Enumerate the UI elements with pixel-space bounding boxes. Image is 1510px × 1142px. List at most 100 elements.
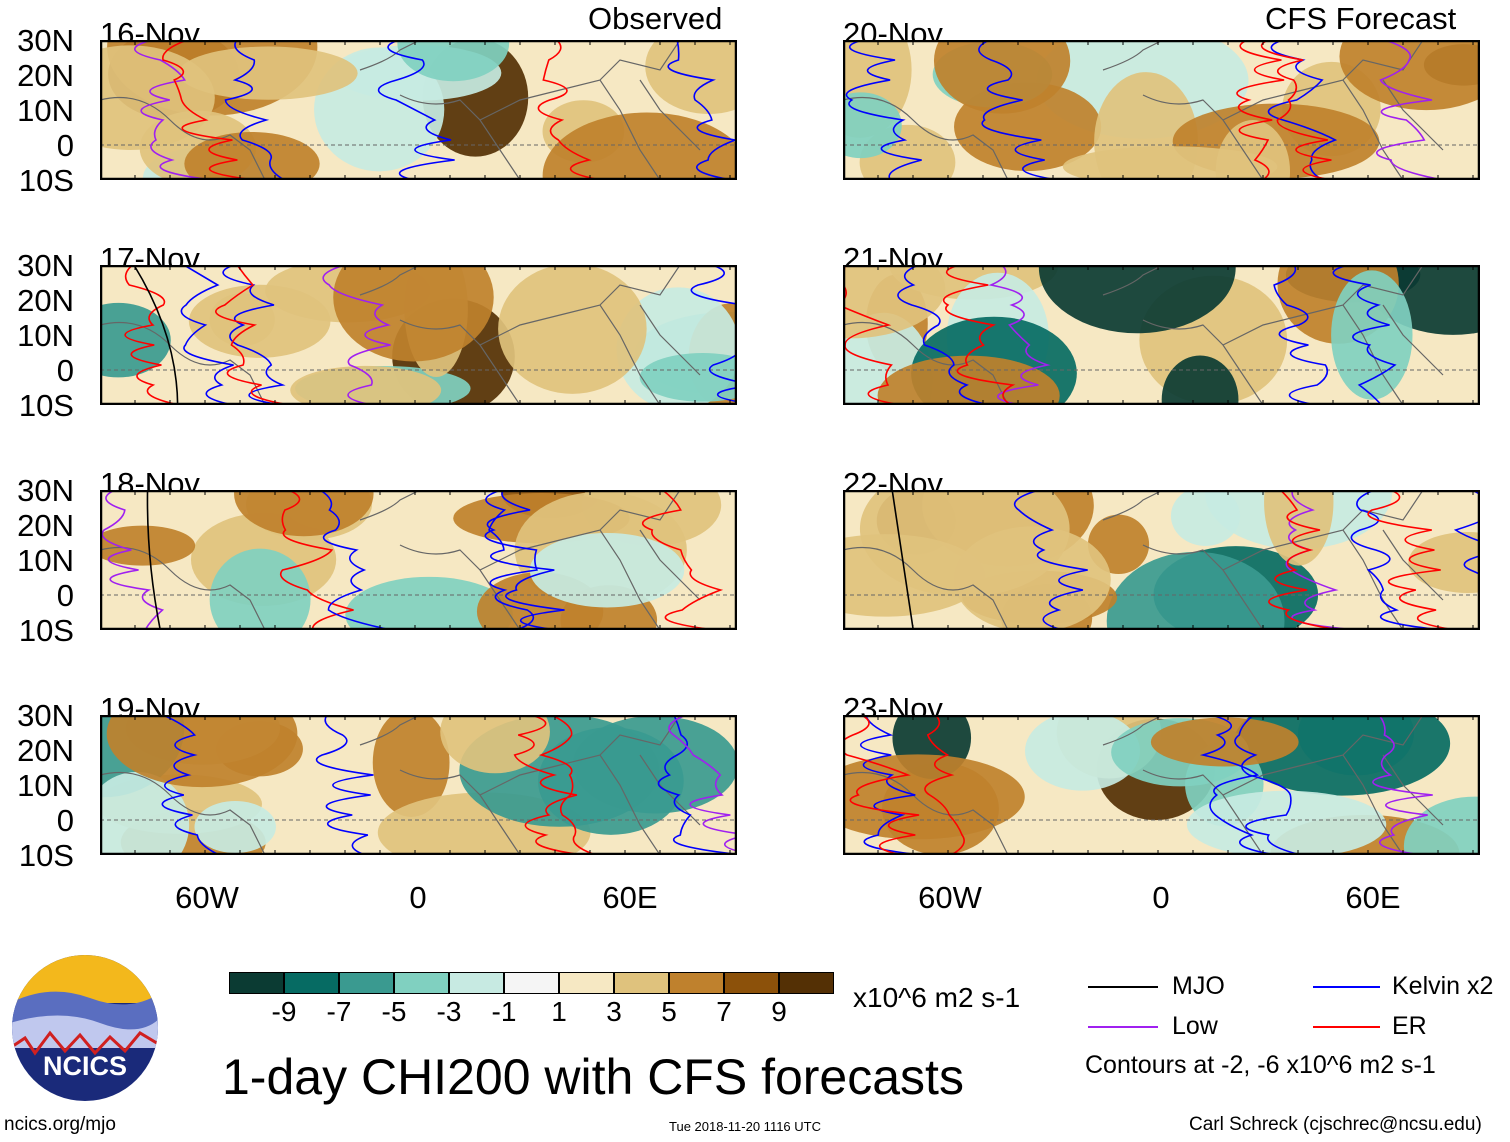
- kelvin-contour: [485, 490, 565, 630]
- colorbar-swatch: [614, 972, 669, 994]
- colorbar-label: -5: [381, 996, 407, 1027]
- er-contour: [537, 40, 602, 180]
- dry-anomaly: [1339, 40, 1480, 111]
- legend-low-label: Low: [1172, 1012, 1218, 1040]
- lat-label: 10N: [17, 93, 74, 128]
- figure-title: 1-day CHI200 with CFS forecasts: [222, 1049, 964, 1105]
- er-contour: [162, 40, 255, 180]
- panel-frame: [100, 265, 737, 405]
- lon-label: 60W: [918, 880, 982, 915]
- lat-label: 20N: [17, 283, 74, 318]
- kelvin-contour: [1013, 490, 1088, 630]
- colorbar-label: -7: [326, 996, 352, 1027]
- ncics-logo: NCICS: [12, 955, 158, 1101]
- kelvin-contour: [161, 715, 220, 855]
- wet-anomaly: [529, 532, 685, 608]
- svg-text:NCICS: NCICS: [43, 1051, 127, 1081]
- low-contour: [988, 265, 1051, 405]
- lat-label: 20N: [17, 508, 74, 543]
- legend-mjo-line: [1088, 986, 1158, 988]
- lat-label: 0: [56, 353, 74, 388]
- er-contour: [641, 490, 724, 630]
- low-contour: [1285, 490, 1355, 630]
- wet-anomaly: [1038, 265, 1236, 334]
- er-contour: [1367, 490, 1456, 630]
- colorbar-swatch: [559, 972, 614, 994]
- er-contour: [279, 490, 354, 630]
- colorbar-label: 1: [551, 996, 567, 1027]
- map-panel: [843, 40, 1480, 180]
- colorbar-label: 7: [716, 996, 732, 1027]
- mjo-contour: [133, 265, 179, 405]
- map-panel: [843, 715, 1480, 855]
- dry-anomaly: [290, 365, 442, 405]
- colorbar-swatch: [779, 972, 834, 994]
- mjo-contour: [146, 490, 162, 630]
- er-contour: [1268, 490, 1340, 630]
- er-contour: [924, 715, 965, 855]
- map-panel: [100, 490, 737, 630]
- wet-anomaly: [1170, 490, 1241, 546]
- lat-label: 10S: [18, 163, 74, 198]
- dry-anomaly: [933, 40, 1071, 114]
- kelvin-contour: [222, 265, 286, 405]
- dry-anomaly: [843, 265, 946, 339]
- colorbar-swatch: [669, 972, 724, 994]
- kelvin-contour: [224, 40, 285, 180]
- low-contour: [1372, 715, 1433, 855]
- panel-frame: [843, 265, 1480, 405]
- kelvin-contour: [1453, 490, 1480, 576]
- coastline: [843, 40, 1444, 180]
- colorbar-swatch: [504, 972, 559, 994]
- low-contour: [101, 490, 165, 630]
- footer-author: Carl Schreck (cjschrec@ncsu.edu): [1189, 1114, 1482, 1135]
- lat-label: 30N: [17, 698, 74, 733]
- dry-anomaly: [333, 265, 494, 362]
- kelvin-contour: [1350, 490, 1443, 630]
- wet-anomaly: [1025, 715, 1140, 791]
- lat-label: 0: [56, 803, 74, 838]
- kelvin-contour: [1199, 715, 1276, 855]
- coastline: [843, 265, 1444, 405]
- footer-timestamp: Tue 2018-11-20 1116 UTC: [669, 1119, 821, 1134]
- low-contour: [322, 265, 391, 405]
- er-contour: [215, 265, 290, 405]
- er-contour: [124, 265, 179, 405]
- colorbar-label: 3: [606, 996, 622, 1027]
- footer-url[interactable]: ncics.org/mjo: [4, 1114, 116, 1135]
- lon-label: 0: [1152, 880, 1170, 915]
- dry-anomaly: [100, 525, 196, 566]
- wet-anomaly: [194, 801, 276, 853]
- wet-anomaly: [1186, 790, 1387, 855]
- legend-kelvin-label: Kelvin x2: [1392, 972, 1494, 1000]
- lat-label: 20N: [17, 733, 74, 768]
- lat-label: 20N: [17, 58, 74, 93]
- lon-label: 0: [409, 880, 427, 915]
- legend-mjo-label: MJO: [1172, 972, 1225, 1000]
- dry-anomaly: [1215, 120, 1291, 180]
- kelvin-contour: [690, 265, 737, 403]
- colorbar-label: -3: [436, 996, 462, 1027]
- low-contour: [1376, 40, 1444, 180]
- legend-er-label: ER: [1392, 1012, 1427, 1040]
- dry-anomaly: [1264, 490, 1334, 566]
- kelvin-contour: [667, 40, 737, 180]
- colorbar-swatch: [724, 972, 779, 994]
- wet-anomaly: [1403, 796, 1480, 855]
- kelvin-contour: [180, 265, 234, 405]
- colorbar-label: 5: [661, 996, 677, 1027]
- legend-kelvin-line: [1313, 986, 1380, 988]
- forecast-header: CFS Forecast: [1265, 1, 1457, 36]
- map-panel: [100, 715, 737, 855]
- low-contour: [134, 40, 212, 180]
- lon-label: 60E: [1345, 880, 1401, 915]
- lat-label: 0: [56, 128, 74, 163]
- wet-anomaly: [1106, 551, 1285, 630]
- map-panel: [100, 265, 737, 405]
- dry-anomaly: [372, 715, 450, 817]
- lat-label: 10S: [18, 388, 74, 423]
- coastline: [100, 40, 701, 180]
- dry-anomaly: [209, 293, 275, 346]
- panel-frame: [100, 490, 737, 630]
